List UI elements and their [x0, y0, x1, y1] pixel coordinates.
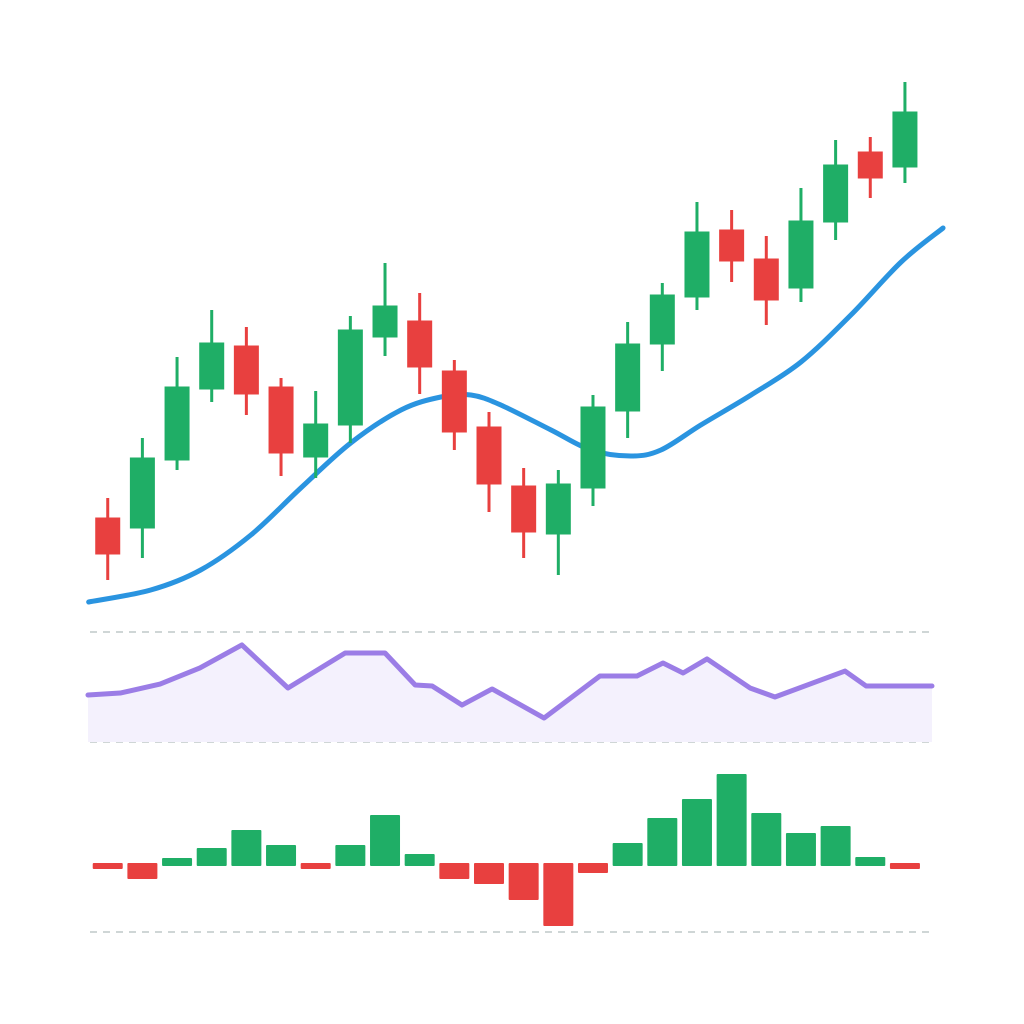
candle-body	[164, 386, 190, 461]
histogram-bar	[751, 813, 782, 866]
candle-body	[511, 485, 537, 533]
histogram-bar	[543, 863, 574, 926]
candle-body	[892, 111, 918, 168]
histogram-bar	[92, 863, 123, 869]
candle-body	[580, 406, 606, 489]
histogram-bar	[300, 863, 331, 869]
histogram-bar	[612, 843, 643, 866]
histogram-bar	[577, 863, 608, 873]
candle-body	[233, 345, 259, 395]
histogram-bar	[439, 863, 470, 879]
candle-body	[303, 423, 329, 458]
histogram-bar	[266, 845, 297, 866]
candle-body	[823, 164, 849, 223]
candle-body	[857, 151, 883, 179]
histogram-bar	[785, 833, 816, 866]
histogram-bar	[681, 799, 712, 866]
histogram-bar	[231, 830, 262, 866]
candle-body	[719, 229, 745, 262]
candle-body	[372, 305, 398, 338]
candle-body	[337, 329, 363, 426]
histogram-bar	[889, 863, 920, 869]
histogram-bar	[335, 845, 366, 866]
histogram-bar	[820, 826, 851, 866]
candle-body	[95, 517, 121, 555]
histogram-bar	[855, 857, 886, 866]
histogram-bar	[370, 815, 401, 866]
candle-body	[545, 483, 571, 535]
candle-body	[407, 320, 433, 368]
candle-body	[129, 457, 155, 529]
candle-body	[441, 370, 467, 433]
histogram-bar	[162, 858, 193, 866]
histogram-bar	[127, 863, 158, 879]
moving-average-line	[86, 225, 946, 605]
candle-body	[649, 294, 675, 345]
candle-body	[268, 386, 294, 454]
histogram-bar	[196, 848, 227, 866]
histogram-bar	[508, 863, 539, 900]
candle-body	[199, 342, 225, 390]
histogram-bar	[404, 854, 435, 866]
candle-body	[788, 220, 814, 289]
oscillator-line	[85, 642, 935, 721]
candle-body	[476, 426, 502, 485]
histogram-bar	[474, 863, 505, 884]
candle-body	[753, 258, 779, 301]
candle-body	[684, 231, 710, 298]
histogram-bar	[647, 818, 678, 866]
histogram-bar	[716, 774, 747, 866]
candle-body	[615, 343, 641, 412]
